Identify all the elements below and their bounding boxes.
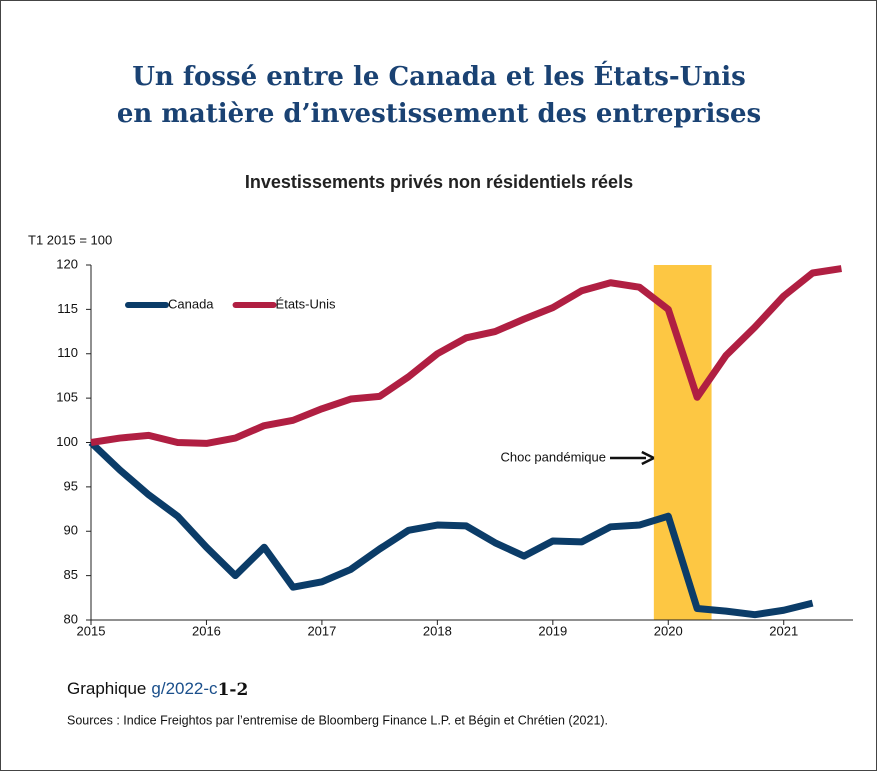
figure-label: Graphique g/2022-c1-2	[67, 679, 248, 699]
x-tick-label: 2015	[77, 623, 106, 638]
chart-title: en matière d’investissement des entrepri…	[117, 99, 761, 129]
y-tick-label: 115	[57, 301, 78, 316]
chart-subtitle: Investissements privés non résidentiels …	[245, 172, 633, 192]
figure-label-part: Graphique	[67, 679, 146, 698]
y-tick-label: 90	[64, 523, 78, 538]
chart-title: Un fossé entre le Canada et les États-Un…	[132, 60, 746, 92]
legend-label: Canada	[168, 296, 214, 311]
y-tick-label: 100	[56, 434, 78, 449]
x-tick-label: 2016	[192, 623, 221, 638]
y-tick-label: 80	[64, 611, 78, 626]
figure-label-part: g/2022-c	[151, 679, 218, 698]
figure-label-part: 1-2	[218, 680, 249, 700]
y-tick-label: 110	[57, 345, 78, 360]
series-line	[88, 439, 814, 619]
x-tick-label: 2017	[307, 623, 336, 638]
x-tick-label: 2018	[423, 623, 452, 638]
y-tick-label: 120	[56, 256, 78, 271]
x-tick-label: 2021	[769, 623, 798, 638]
y-tick-label: 105	[56, 390, 78, 405]
x-tick-label: 2019	[538, 623, 567, 638]
annotation: Choc pandémique	[500, 449, 606, 464]
series-line	[90, 265, 842, 447]
x-tick-label: 2020	[654, 623, 683, 638]
legend-label: États-Unis	[276, 296, 336, 311]
annotation-arrowhead	[641, 450, 655, 466]
y-tick-label: 85	[64, 567, 78, 582]
source-note: Sources : Indice Freightos par l’entremi…	[67, 713, 608, 727]
y-tick-label: 95	[64, 478, 78, 493]
y-axis-label: T1 2015 = 100	[28, 232, 112, 247]
